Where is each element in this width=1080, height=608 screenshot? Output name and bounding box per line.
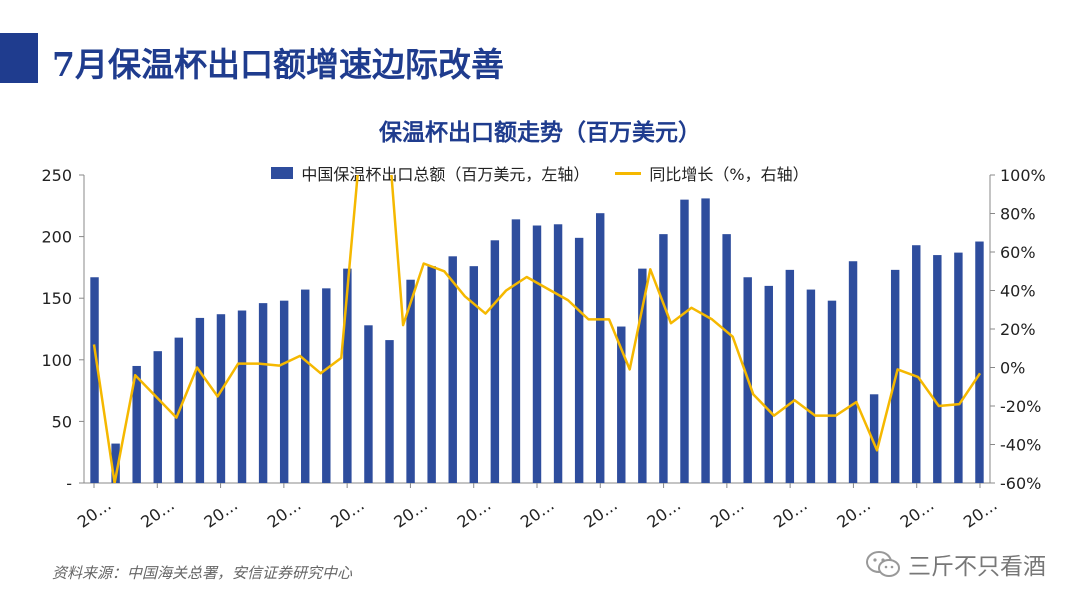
x-tick-label: 20… bbox=[137, 495, 178, 531]
legend-item-line: 同比增长（%，右轴） bbox=[615, 161, 809, 185]
x-tick-label: 20… bbox=[201, 495, 242, 531]
bar-export-value bbox=[869, 394, 879, 483]
bar-export-value bbox=[617, 326, 626, 483]
bar-export-value bbox=[111, 443, 120, 483]
right-tick-label: -20% bbox=[1000, 397, 1041, 416]
wechat-icon bbox=[866, 551, 900, 577]
bar-export-value bbox=[448, 256, 457, 483]
bar-export-value bbox=[532, 225, 542, 483]
bar-export-value bbox=[553, 224, 563, 483]
legend-item-bars: 中国保温杯出口总额（百万美元，左轴） bbox=[271, 161, 589, 185]
bar-export-value bbox=[90, 277, 99, 483]
right-tick-label: -60% bbox=[1000, 474, 1041, 493]
bar-export-value bbox=[469, 266, 479, 483]
bar-export-value bbox=[216, 314, 226, 483]
right-tick-label: 80% bbox=[1000, 205, 1036, 224]
watermark-text: 三斤不只看酒 bbox=[908, 554, 1046, 580]
right-tick-label: 0% bbox=[1000, 359, 1025, 378]
bar-export-value bbox=[785, 269, 795, 483]
x-tick-label: 20… bbox=[644, 495, 685, 531]
bar-export-value bbox=[954, 252, 963, 483]
bar-export-value bbox=[258, 303, 268, 483]
x-tick-label: 20… bbox=[580, 495, 621, 531]
source-note: 资料来源：中国海关总署，安信证券研究中心 bbox=[52, 564, 353, 582]
bar-export-value bbox=[406, 279, 415, 483]
bar-export-value bbox=[237, 310, 247, 483]
bar-export-value bbox=[132, 365, 141, 483]
legend-bar-swatch bbox=[271, 167, 294, 179]
bar-export-value bbox=[848, 261, 858, 483]
right-tick-label: 60% bbox=[1000, 243, 1036, 262]
bar-export-value bbox=[764, 285, 773, 483]
left-tick-label: 50 bbox=[52, 412, 72, 431]
chart-title: 保温杯出口额走势（百万美元） bbox=[379, 119, 701, 146]
right-tick-label: 40% bbox=[1000, 282, 1036, 301]
bar-export-value bbox=[659, 234, 668, 483]
left-tick-label: 250 bbox=[41, 166, 72, 185]
bar-export-value bbox=[322, 288, 331, 483]
x-tick-label: 20… bbox=[517, 495, 558, 531]
bar-export-value bbox=[975, 241, 984, 483]
bar-export-value bbox=[490, 240, 500, 483]
legend-bar-label: 中国保温杯出口总额（百万美元，左轴） bbox=[301, 165, 590, 184]
x-tick-label: 20… bbox=[390, 495, 431, 531]
title-accent-bar bbox=[0, 33, 38, 83]
bar-export-value bbox=[638, 268, 647, 483]
bar-export-value bbox=[343, 268, 352, 483]
x-tick-label: 20… bbox=[770, 495, 811, 531]
bar-export-value bbox=[933, 255, 942, 483]
left-tick-label: - bbox=[66, 474, 72, 493]
bar-export-value bbox=[595, 213, 605, 483]
x-tick-label: 20… bbox=[960, 495, 1001, 531]
bar-export-value bbox=[385, 340, 394, 483]
watermark: 三斤不只看酒 bbox=[864, 547, 1046, 581]
bar-export-value bbox=[153, 351, 162, 483]
bar-export-value bbox=[827, 300, 837, 483]
bar-export-value bbox=[912, 245, 921, 483]
left-tick-label: 100 bbox=[41, 351, 72, 370]
legend-line-swatch bbox=[615, 171, 642, 175]
x-tick-label: 20… bbox=[454, 495, 495, 531]
x-tick-label: 20… bbox=[74, 495, 115, 531]
bar-export-value bbox=[511, 219, 521, 484]
x-tick-label: 20… bbox=[264, 495, 305, 531]
bar-export-value bbox=[427, 266, 436, 483]
x-tick-label: 20… bbox=[897, 495, 938, 531]
x-tick-label: 20… bbox=[707, 495, 748, 531]
legend-line-label: 同比增长（%，右轴） bbox=[649, 165, 809, 184]
x-tick-label: 20… bbox=[833, 495, 874, 531]
bar-export-value bbox=[680, 199, 689, 483]
bar-export-value bbox=[574, 237, 584, 483]
bar-export-value bbox=[722, 234, 731, 483]
x-tick-label: 20… bbox=[327, 495, 368, 531]
right-tick-label: -40% bbox=[1000, 436, 1041, 455]
bar-export-value bbox=[301, 289, 310, 483]
yoy-growth-line bbox=[92, 175, 982, 483]
chart-legend: 中国保温杯出口总额（百万美元，左轴） 同比增长（%，右轴） bbox=[0, 161, 1080, 185]
page-title: 7月保温杯出口额增速边际改善 bbox=[52, 45, 504, 84]
right-tick-label: 20% bbox=[1000, 320, 1036, 339]
bar-export-value bbox=[279, 300, 289, 483]
left-tick-label: 150 bbox=[41, 289, 72, 308]
bar-export-value bbox=[701, 198, 710, 483]
bar-export-value bbox=[195, 317, 205, 483]
bar-export-value bbox=[806, 289, 816, 483]
bar-export-value bbox=[364, 325, 373, 483]
right-tick-label: 100% bbox=[1000, 166, 1046, 185]
left-tick-label: 200 bbox=[41, 228, 72, 247]
